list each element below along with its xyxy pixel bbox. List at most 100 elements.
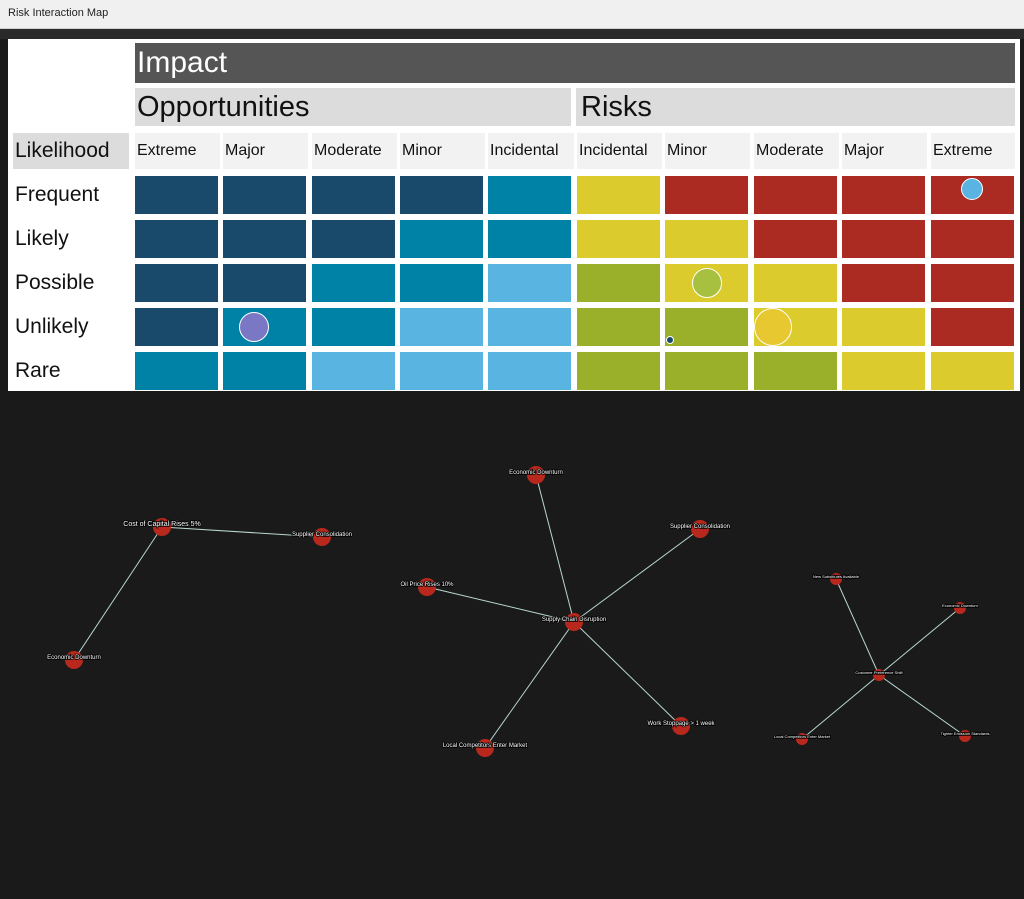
matrix-cell[interactable]: [842, 264, 925, 302]
matrix-cell[interactable]: [842, 308, 925, 346]
matrix-cell[interactable]: [400, 264, 483, 302]
network-node[interactable]: [954, 602, 966, 614]
network-node[interactable]: [830, 573, 842, 585]
matrix-cell[interactable]: [842, 352, 925, 390]
matrix-cell[interactable]: [135, 352, 218, 390]
column-header-risk-moderate: Moderate: [754, 133, 839, 169]
network-cluster: Cost of Capital Rises 5% Supplier Consoli…: [46, 518, 353, 669]
matrix-cell[interactable]: [577, 176, 660, 214]
matrix-cell[interactable]: [400, 308, 483, 346]
network-edge: [878, 674, 966, 737]
matrix-cell[interactable]: [488, 352, 571, 390]
risk-bubble[interactable]: [961, 178, 983, 200]
network-node[interactable]: [691, 520, 709, 538]
network-node[interactable]: [153, 518, 171, 536]
matrix-cell[interactable]: [665, 176, 748, 214]
matrix-cell[interactable]: [312, 176, 395, 214]
network-node[interactable]: [527, 466, 545, 484]
matrix-cell[interactable]: [312, 220, 395, 258]
matrix-cell[interactable]: [135, 176, 218, 214]
network-node-label: Work Stoppage > 1 week: [647, 721, 715, 727]
matrix-cell[interactable]: [312, 308, 395, 346]
risk-bubble[interactable]: [239, 312, 269, 342]
matrix-cell[interactable]: [488, 176, 571, 214]
network-node-label: Oil Price Rises 10%: [400, 582, 454, 588]
network-node[interactable]: [313, 528, 331, 546]
matrix-cell[interactable]: [488, 308, 571, 346]
matrix-cell[interactable]: [223, 264, 306, 302]
network-node-label: Cost of Capital Rises 5%: [123, 521, 200, 528]
matrix-cell[interactable]: [135, 308, 218, 346]
network-node[interactable]: [959, 730, 971, 742]
matrix-cell[interactable]: [842, 220, 925, 258]
network-edge: [573, 528, 701, 623]
network-node-label: New Substitutes Available: [813, 574, 860, 579]
column-header-risk-minor: Minor: [665, 133, 750, 169]
matrix-cell[interactable]: [931, 264, 1014, 302]
matrix-cell[interactable]: [931, 308, 1014, 346]
matrix-cell[interactable]: [665, 220, 748, 258]
risk-matrix: Impact Opportunities Risks Likelihood Ex…: [8, 39, 1020, 391]
matrix-cell[interactable]: [488, 264, 571, 302]
matrix-cell[interactable]: [665, 308, 748, 346]
risk-bubble[interactable]: [754, 308, 792, 346]
matrix-cell[interactable]: [577, 352, 660, 390]
network-edge: [426, 586, 575, 623]
matrix-cell[interactable]: [754, 352, 837, 390]
matrix-cell[interactable]: [400, 352, 483, 390]
network-node[interactable]: [873, 669, 885, 681]
window-title: Risk Interaction Map: [8, 7, 109, 19]
network-edge: [573, 621, 682, 727]
matrix-cell[interactable]: [577, 264, 660, 302]
network-node[interactable]: [418, 578, 436, 596]
network-node[interactable]: [672, 717, 690, 735]
matrix-cell[interactable]: [488, 220, 571, 258]
network-node[interactable]: [565, 613, 583, 631]
column-header-risk-incidental: Incidental: [577, 133, 662, 169]
matrix-cell[interactable]: [842, 176, 925, 214]
network-edge: [161, 526, 323, 538]
network-edge: [535, 474, 575, 623]
matrix-cell[interactable]: [400, 176, 483, 214]
row-header-unlikely: Unlikely: [15, 315, 89, 338]
matrix-cell[interactable]: [400, 220, 483, 258]
row-header-likely: Likely: [15, 227, 69, 250]
title-bar: Risk Interaction Map: [0, 0, 1024, 29]
matrix-cell[interactable]: [223, 220, 306, 258]
matrix-cell[interactable]: [754, 220, 837, 258]
matrix-cell[interactable]: [312, 352, 395, 390]
matrix-cell[interactable]: [577, 308, 660, 346]
network-node[interactable]: [796, 733, 808, 745]
network-node-label: Supplier Consolidation: [670, 524, 730, 530]
risk-bubble[interactable]: [666, 336, 674, 344]
network-node-label: Supply Chain Disruption: [542, 617, 606, 623]
row-header-possible: Possible: [15, 271, 95, 294]
matrix-cell[interactable]: [931, 352, 1014, 390]
network-cluster: Customer Preference Shift New Substitutes…: [773, 573, 990, 745]
matrix-cell[interactable]: [135, 264, 218, 302]
matrix-cell[interactable]: [931, 220, 1014, 258]
network-node-label: Tighter Emission Standards: [941, 731, 990, 736]
matrix-cell[interactable]: [665, 352, 748, 390]
matrix-cell[interactable]: [577, 220, 660, 258]
column-header-opp-moderate: Moderate: [312, 133, 397, 169]
row-header-rare: Rare: [15, 359, 61, 382]
network-edge: [801, 674, 880, 740]
network-node[interactable]: [65, 651, 83, 669]
matrix-cell[interactable]: [223, 352, 306, 390]
column-header-opp-minor: Minor: [400, 133, 485, 169]
matrix-cell[interactable]: [754, 264, 837, 302]
network-node[interactable]: [476, 739, 494, 757]
network-edge: [835, 578, 880, 676]
network-node-label: Economic Downturn: [509, 470, 563, 476]
matrix-cell[interactable]: [223, 176, 306, 214]
network-node-label: Local Competitors Enter Market: [774, 734, 831, 739]
matrix-cell[interactable]: [754, 176, 837, 214]
title-divider: [0, 29, 1024, 39]
network-node-label: Customer Preference Shift: [855, 670, 903, 675]
network-node-label: Economic Downturn: [942, 603, 978, 608]
matrix-cell[interactable]: [312, 264, 395, 302]
risk-bubble[interactable]: [691, 268, 722, 298]
likelihood-header: Likelihood: [13, 133, 129, 169]
matrix-cell[interactable]: [135, 220, 218, 258]
